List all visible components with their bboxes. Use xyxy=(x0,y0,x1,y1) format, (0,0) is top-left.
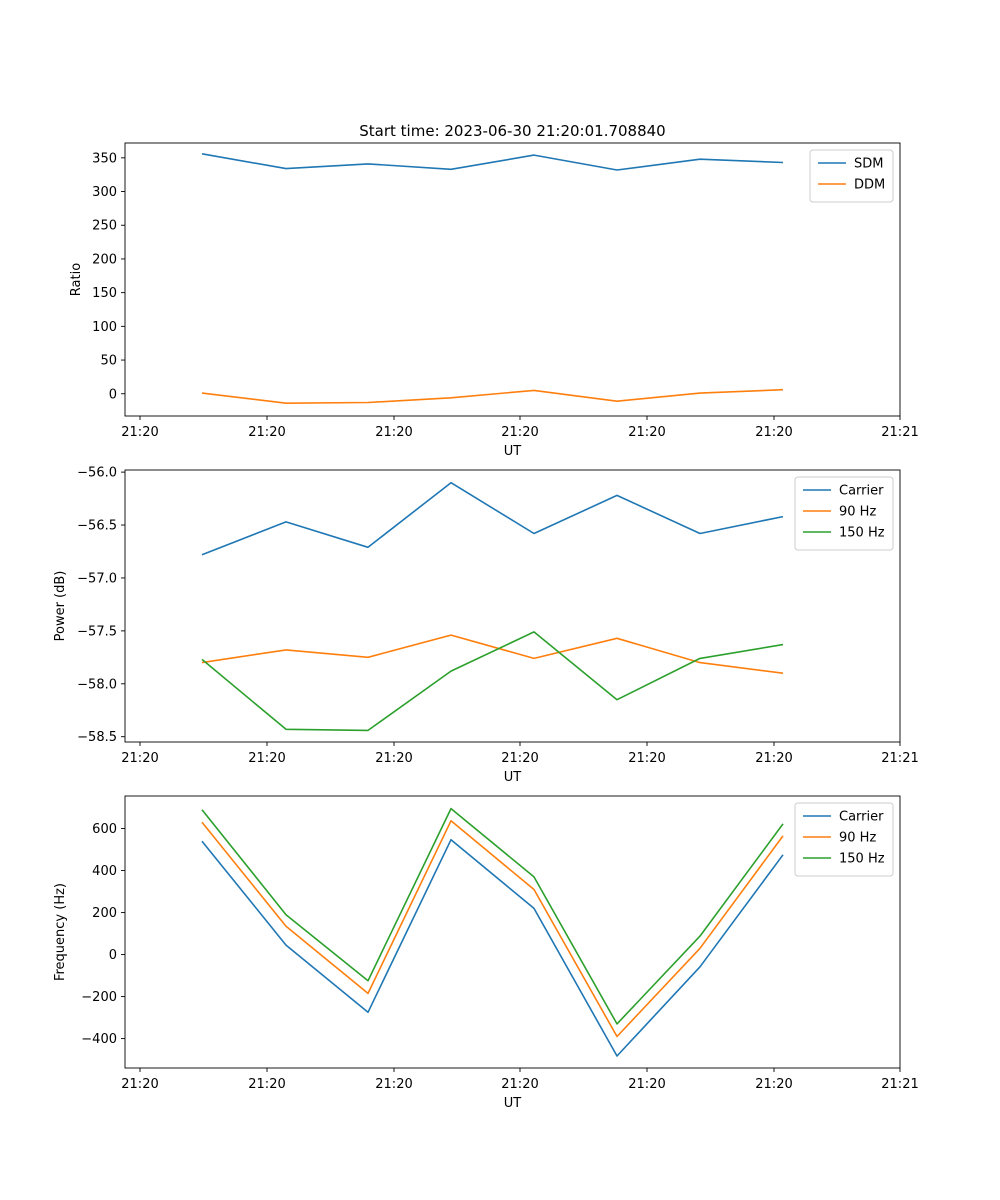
y-tick-label: 400 xyxy=(92,864,117,879)
y-tick-label: −57.5 xyxy=(77,624,117,639)
x-tick-label: 21:20 xyxy=(755,425,792,440)
axes-frame xyxy=(124,795,901,1069)
x-tick-label: 21:20 xyxy=(375,1077,412,1092)
series-line-150-hz xyxy=(201,807,784,1025)
y-tick-label: 0 xyxy=(109,387,117,402)
y-tick-label: 0 xyxy=(109,948,117,963)
y-tick-label: 300 xyxy=(92,185,117,200)
y-axis-label: Power (dB) xyxy=(53,571,68,642)
legend-label: 150 Hz xyxy=(839,852,885,867)
axes-frame xyxy=(124,142,901,417)
x-tick-label: 21:20 xyxy=(375,751,412,766)
y-tick-label: 200 xyxy=(92,906,117,921)
y-tick-label: −200 xyxy=(81,990,117,1005)
legend-label: Carrier xyxy=(839,484,884,499)
x-tick-label: 21:20 xyxy=(248,751,285,766)
y-tick-label: −400 xyxy=(81,1032,117,1047)
series-line-carrier xyxy=(201,838,784,1057)
series-line-150-hz xyxy=(201,631,784,732)
legend-label: 90 Hz xyxy=(839,831,876,846)
y-tick-label: 100 xyxy=(92,320,117,335)
legend-label: 150 Hz xyxy=(839,526,885,541)
x-axis-label: UT xyxy=(504,444,522,459)
axes-frame xyxy=(124,469,901,743)
y-tick-label: 250 xyxy=(92,219,117,234)
y-axis-label: Ratio xyxy=(69,263,84,296)
legend-label: DDM xyxy=(854,178,885,193)
x-tick-label: 21:20 xyxy=(755,751,792,766)
x-tick-label: 21:21 xyxy=(881,425,918,440)
y-tick-label: 150 xyxy=(92,286,117,301)
legend-label: 90 Hz xyxy=(839,505,876,520)
series-line-90-hz xyxy=(201,634,784,674)
series-line-90-hz xyxy=(201,819,784,1038)
legend-label: SDM xyxy=(854,157,883,172)
y-tick-label: 600 xyxy=(92,822,117,837)
x-tick-label: 21:20 xyxy=(375,425,412,440)
chart-title: Start time: 2023-06-30 21:20:01.708840 xyxy=(359,122,665,140)
x-tick-label: 21:20 xyxy=(501,1077,538,1092)
x-tick-label: 21:20 xyxy=(628,1077,665,1092)
x-axis-label: UT xyxy=(504,1096,522,1111)
series-line-sdm xyxy=(201,153,784,171)
x-tick-label: 21:20 xyxy=(248,1077,285,1092)
x-tick-label: 21:20 xyxy=(121,751,158,766)
y-tick-label: −56.0 xyxy=(77,466,117,481)
x-axis-label: UT xyxy=(504,770,522,785)
x-tick-label: 21:20 xyxy=(248,425,285,440)
x-tick-label: 21:20 xyxy=(628,751,665,766)
x-tick-label: 21:21 xyxy=(881,1077,918,1092)
y-tick-label: 200 xyxy=(92,252,117,267)
x-tick-label: 21:20 xyxy=(121,425,158,440)
x-tick-label: 21:21 xyxy=(881,751,918,766)
y-axis-label: Frequency (Hz) xyxy=(53,883,68,981)
x-tick-label: 21:20 xyxy=(121,1077,158,1092)
y-tick-label: 50 xyxy=(100,354,117,369)
y-tick-label: −58.0 xyxy=(77,677,117,692)
y-tick-label: 350 xyxy=(92,151,117,166)
x-tick-label: 21:20 xyxy=(501,751,538,766)
x-tick-label: 21:20 xyxy=(501,425,538,440)
series-line-carrier xyxy=(201,481,784,556)
legend-label: Carrier xyxy=(839,810,884,825)
x-tick-label: 21:20 xyxy=(755,1077,792,1092)
y-tick-label: −56.5 xyxy=(77,519,117,534)
y-tick-label: −58.5 xyxy=(77,730,117,745)
y-tick-label: −57.0 xyxy=(77,571,117,586)
x-tick-label: 21:20 xyxy=(628,425,665,440)
series-line-ddm xyxy=(201,388,784,405)
